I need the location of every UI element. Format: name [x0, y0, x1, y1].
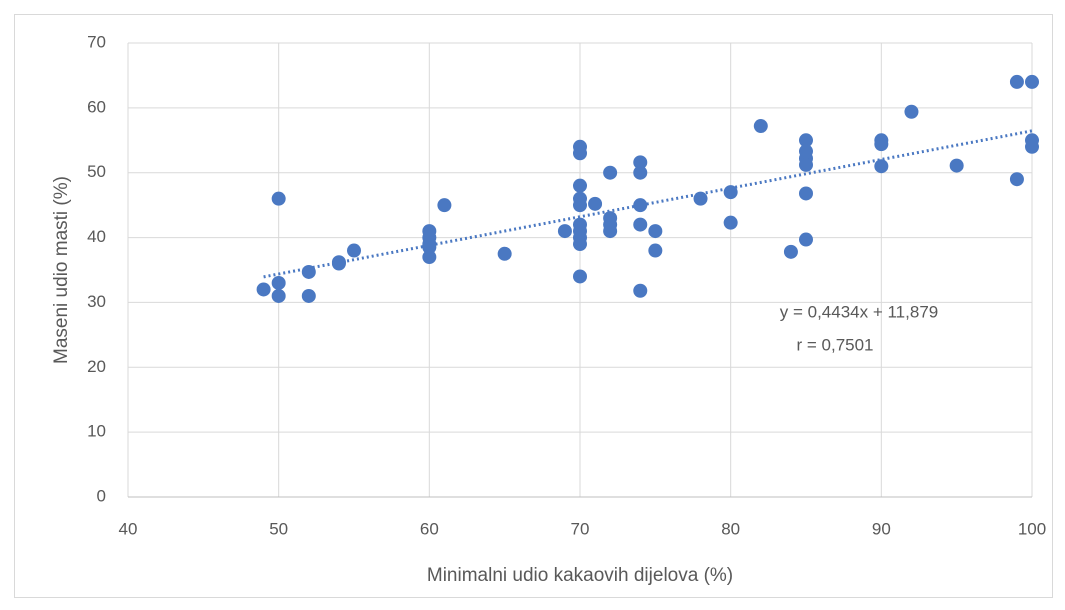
data-point [347, 243, 361, 258]
data-point [573, 178, 587, 193]
data-point [799, 186, 813, 201]
x-tick-label: 80 [721, 519, 740, 538]
data-point [573, 237, 587, 252]
data-point [633, 165, 648, 180]
data-point [301, 264, 316, 279]
data-point [573, 146, 587, 161]
data-point [301, 288, 316, 303]
x-tick-label: 40 [119, 519, 138, 538]
data-point [271, 191, 286, 206]
data-point [588, 196, 603, 211]
x-tick-label: 90 [872, 519, 891, 538]
data-point [1009, 172, 1024, 187]
data-point [874, 159, 889, 174]
y-tick-label: 20 [87, 357, 106, 376]
data-point [633, 155, 648, 170]
data-point [573, 198, 587, 213]
x-tick-label: 70 [571, 519, 590, 538]
y-tick-label: 50 [87, 162, 106, 181]
y-tick-label: 40 [87, 227, 106, 246]
data-point [633, 217, 648, 232]
data-point [422, 240, 437, 255]
data-point [422, 250, 437, 265]
data-point [557, 224, 572, 239]
data-point [271, 288, 286, 303]
y-tick-label: 60 [87, 97, 106, 116]
data-point [753, 119, 768, 134]
data-point [723, 185, 738, 200]
data-point [603, 224, 618, 239]
x-axis-title: Minimalni udio kakaovih dijelova (%) [427, 565, 733, 586]
data-point [603, 165, 618, 180]
data-point [633, 198, 648, 213]
annotation: y = 0,4434x + 11,879 [780, 302, 938, 321]
x-tick-label: 60 [420, 519, 439, 538]
data-point [949, 158, 964, 173]
data-point [904, 104, 919, 119]
annotation: r = 0,7501 [796, 335, 873, 354]
data-point [693, 191, 708, 206]
data-point [799, 232, 813, 247]
data-point [783, 244, 798, 259]
data-point [437, 198, 452, 213]
data-point [573, 269, 587, 284]
data-point [648, 224, 663, 239]
data-point [633, 283, 648, 298]
chart-frame [14, 14, 1053, 598]
y-tick-label: 10 [87, 422, 106, 441]
x-tick-label: 100 [1018, 519, 1046, 538]
y-tick-label: 70 [87, 32, 106, 51]
data-point [331, 256, 346, 271]
data-point [271, 275, 286, 290]
trendline [263, 129, 1033, 279]
data-point [648, 243, 663, 258]
data-point [799, 157, 813, 172]
x-tick-label: 50 [269, 519, 288, 538]
y-axis-title: Maseni udio masti (%) [51, 176, 72, 364]
data-point [723, 215, 738, 230]
data-point [1009, 74, 1024, 89]
data-point [799, 133, 813, 148]
data-point [1025, 139, 1039, 154]
data-point [256, 282, 271, 297]
data-point [1025, 74, 1039, 89]
y-tick-label: 0 [97, 486, 106, 505]
data-point [874, 137, 889, 152]
data-point [497, 246, 512, 261]
y-tick-label: 30 [87, 292, 106, 311]
